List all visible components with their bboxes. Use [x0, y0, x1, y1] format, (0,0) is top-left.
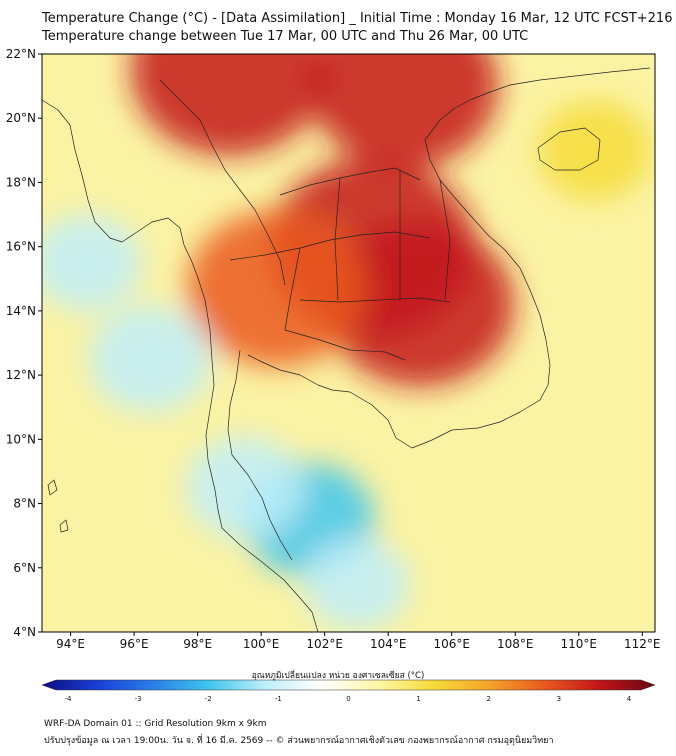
colorbar-tick-label: -3 — [135, 695, 142, 703]
lon-tick-label: 106°E — [433, 637, 470, 651]
lat-tick-label: 6°N — [13, 561, 36, 575]
colorbar-bar — [41, 679, 656, 691]
lon-tick-label: 94°E — [56, 637, 85, 651]
coastline-peninsula-east — [217, 509, 319, 632]
footer-model-info: WRF-DA Domain 01 :: Grid Resolution 9km … — [44, 719, 267, 729]
colorbar-tick-label: 1 — [416, 695, 420, 703]
lat-tick-label: 10°N — [6, 432, 36, 446]
map-title-line-1: Temperature Change (°C) - [Data Assimila… — [42, 11, 673, 26]
hainan — [537, 127, 601, 171]
plot-area — [42, 54, 655, 632]
lon-tick-label: 104°E — [370, 637, 407, 651]
latitude-axis: 4°N 6°N 8°N 10°N 12°N 14°N 16°N 18°N 20°N 22°N — [6, 47, 42, 639]
lat-tick-label: 4°N — [13, 625, 36, 639]
colorbar-tick-label: 4 — [627, 695, 632, 703]
field-anomaly-9 — [303, 537, 410, 630]
coastline-west — [42, 99, 219, 511]
coastlines-and-borders — [42, 67, 651, 632]
borders-interior — [159, 79, 451, 361]
footer-update-info: ปรับปรุงข้อมูล ณ เวลา 19:00น. วัน จ. ที่… — [44, 736, 554, 746]
lat-tick-label: 14°N — [6, 304, 36, 318]
lat-tick-label: 8°N — [13, 497, 36, 511]
map-title-line-2: Temperature change between Tue 17 Mar, 0… — [42, 29, 529, 44]
field-anomaly-6 — [42, 214, 142, 311]
colorbar-tick-label: 2 — [487, 695, 491, 703]
lon-tick-label: 100°E — [243, 637, 280, 651]
colorbar: -4 -3 -2 -1 0 1 2 3 4 — [41, 679, 656, 703]
lon-tick-label: 98°E — [183, 637, 212, 651]
colorbar-ticks: -4 -3 -2 -1 0 1 2 3 4 — [65, 695, 632, 703]
coast-north-vietnam — [424, 67, 651, 141]
lat-tick-label: 18°N — [6, 175, 36, 189]
lon-tick-label: 110°E — [561, 637, 598, 651]
lon-tick-label: 96°E — [120, 637, 149, 651]
plot-frame — [41, 53, 656, 633]
colorbar-tick-label: -1 — [275, 695, 282, 703]
lat-tick-label: 22°N — [6, 47, 36, 61]
colorbar-label: อุณหภูมิเปลี่ยนแปลง หน่วย องศาเซลเซียส (… — [251, 671, 425, 681]
field-anomaly-1 — [309, 54, 499, 169]
lat-tick-label: 12°N — [6, 368, 36, 382]
lon-tick-label: 108°E — [497, 637, 534, 651]
colorbar-tick-label: -2 — [205, 695, 212, 703]
temperature-field — [42, 54, 652, 630]
peninsula-west-coast — [227, 349, 293, 561]
lat-tick-label: 16°N — [6, 240, 36, 254]
colorbar-tick-label: 3 — [557, 695, 561, 703]
colorbar-tick-label: 0 — [346, 695, 350, 703]
field-anomaly-10 — [537, 100, 652, 200]
islands-andaman — [47, 479, 69, 533]
lon-tick-label: 112°E — [624, 637, 661, 651]
field-anomaly-0 — [130, 54, 328, 156]
field-anomaly-5 — [88, 305, 212, 413]
field-anomaly-8 — [186, 436, 305, 539]
field-anomaly-3 — [325, 222, 515, 387]
lat-tick-label: 20°N — [6, 111, 36, 125]
longitude-axis: 94°E 96°E 98°E 100°E 102°E 104°E 106°E 108°E 110… — [56, 632, 661, 651]
colorbar-tick-label: -4 — [65, 695, 73, 703]
gulf-coast — [247, 139, 551, 449]
field-anomaly-4 — [186, 210, 368, 367]
lon-tick-label: 102°E — [306, 637, 343, 651]
